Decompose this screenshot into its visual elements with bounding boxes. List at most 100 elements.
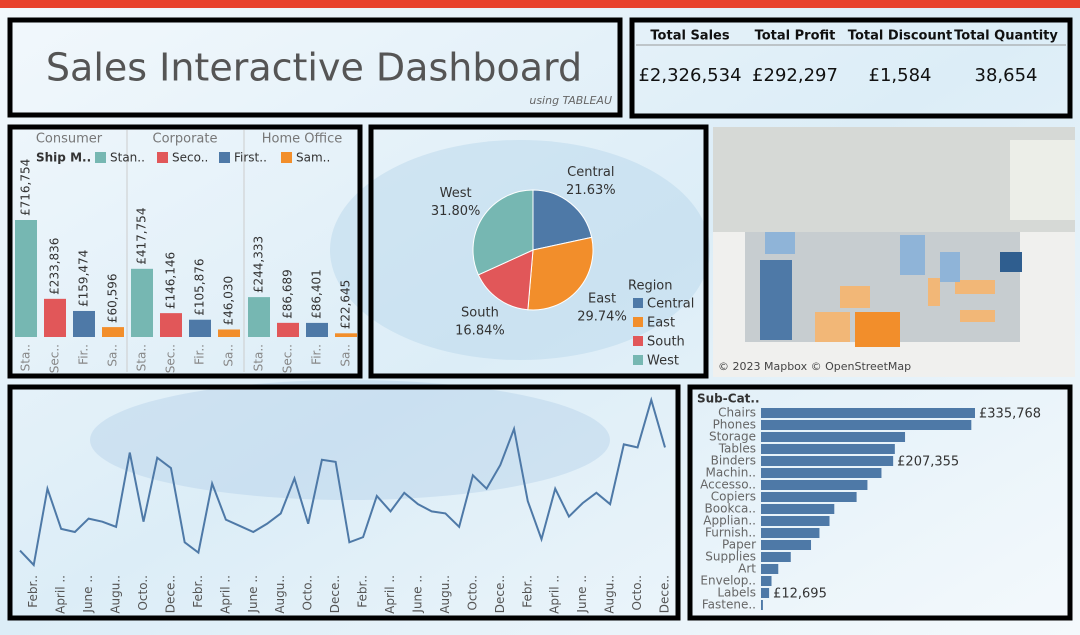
pie-slice bbox=[472, 189, 534, 276]
bar-category-label: Sa.. bbox=[339, 344, 353, 367]
region bbox=[955, 280, 995, 294]
legend-swatch bbox=[281, 152, 292, 163]
kpi-value: £1,584 bbox=[869, 65, 932, 86]
hbar-panel bbox=[687, 384, 1073, 621]
legend-label: East bbox=[647, 316, 675, 331]
x-tick-label: June .. bbox=[246, 575, 260, 614]
x-tick-label: Febr.. bbox=[191, 575, 205, 608]
bar-category-label: Sec.. bbox=[281, 344, 295, 373]
y-tick-label: Chairs bbox=[718, 406, 756, 420]
pie-slice bbox=[527, 236, 594, 311]
line-series bbox=[19, 396, 666, 568]
y-tick-label: Bookca.. bbox=[705, 502, 756, 516]
bar-value-label: £60,596 bbox=[106, 273, 120, 323]
legend-label: Seco.. bbox=[172, 151, 208, 165]
bar bbox=[44, 298, 66, 337]
x-tick-label: Augu.. bbox=[109, 575, 123, 614]
legend-label: West bbox=[647, 354, 679, 369]
y-tick-label: Furnish.. bbox=[705, 526, 756, 540]
title-panel bbox=[7, 17, 623, 118]
bar bbox=[761, 432, 906, 442]
region bbox=[1000, 252, 1022, 272]
pie-category-label: South bbox=[461, 305, 499, 320]
bar bbox=[248, 297, 270, 337]
bar bbox=[761, 600, 763, 610]
y-tick-label: Binders bbox=[711, 454, 756, 468]
bar-value-label: £105,876 bbox=[193, 258, 207, 315]
legend-title: Region bbox=[628, 279, 673, 294]
decor bbox=[90, 380, 610, 500]
pie-slice bbox=[477, 249, 534, 311]
legend-swatch bbox=[633, 336, 643, 346]
bar-category-label: Sta.. bbox=[19, 344, 33, 371]
bar bbox=[15, 220, 37, 337]
bar-value-label: £86,401 bbox=[310, 269, 324, 319]
bar bbox=[761, 468, 882, 478]
kpi-label: Total Profit bbox=[755, 29, 836, 44]
bar-value-label: £22,645 bbox=[339, 280, 353, 330]
x-tick-label: Febr.. bbox=[520, 575, 534, 608]
x-tick-label: Dece.. bbox=[163, 575, 177, 613]
pie-value-label: 21.63% bbox=[566, 183, 616, 198]
bar bbox=[761, 552, 791, 562]
map-attribution: © 2023 Mapbox © OpenStreetMap bbox=[718, 360, 911, 373]
bar bbox=[189, 319, 211, 337]
legend-swatch bbox=[95, 152, 106, 163]
legend-swatch bbox=[219, 152, 230, 163]
region bbox=[840, 286, 870, 308]
y-tick-label: Art bbox=[738, 562, 756, 576]
y-tick-label: Machin.. bbox=[706, 466, 756, 480]
bar-value-label: £86,689 bbox=[281, 269, 295, 319]
region bbox=[928, 278, 940, 306]
bar-value-label: £46,030 bbox=[222, 276, 236, 326]
x-tick-label: April .. bbox=[218, 575, 232, 614]
bar-category-label: Fir.. bbox=[77, 344, 91, 365]
x-tick-label: Octo.. bbox=[136, 575, 150, 611]
axis-title: Sub-Cat.. bbox=[697, 392, 760, 406]
legend-swatch bbox=[157, 152, 168, 163]
bar bbox=[761, 408, 975, 418]
pie-category-label: West bbox=[440, 186, 472, 201]
bar bbox=[761, 576, 772, 586]
kpi-label: Total Discount bbox=[848, 29, 952, 44]
y-tick-label: Copiers bbox=[711, 490, 756, 504]
bar bbox=[761, 588, 770, 598]
y-tick-label: Storage bbox=[709, 430, 756, 444]
x-tick-label: Augu.. bbox=[603, 575, 617, 614]
pie-category-label: Central bbox=[567, 165, 614, 180]
pie-panel bbox=[368, 124, 709, 379]
subtitle: using TABLEAU bbox=[529, 94, 612, 107]
bar-value-label: £335,768 bbox=[979, 407, 1041, 422]
bar-value-label: £716,754 bbox=[19, 159, 33, 216]
y-tick-label: Accesso.. bbox=[700, 478, 756, 492]
bar bbox=[131, 268, 153, 337]
legend-label: Stan.. bbox=[110, 151, 145, 165]
bar-category-label: Fir.. bbox=[193, 344, 207, 365]
x-tick-label: Augu.. bbox=[273, 575, 287, 614]
bar bbox=[306, 322, 328, 337]
water bbox=[1010, 140, 1075, 220]
y-tick-label: Supplies bbox=[705, 550, 756, 564]
dashboard-title: Sales Interactive Dashboard bbox=[46, 46, 582, 90]
bar bbox=[761, 480, 868, 490]
kpi-value: £2,326,534 bbox=[638, 65, 741, 86]
bar-category-label: Sec.. bbox=[164, 344, 178, 373]
segment-label: Home Office bbox=[262, 132, 342, 147]
kpi-label: Total Quantity bbox=[954, 29, 1058, 44]
y-tick-label: Applian.. bbox=[703, 514, 756, 528]
bar-value-label: £12,695 bbox=[773, 587, 827, 602]
bar bbox=[761, 456, 894, 466]
bar bbox=[218, 329, 240, 337]
x-tick-label: April .. bbox=[54, 575, 68, 614]
bar-value-label: £207,355 bbox=[897, 455, 959, 470]
kpi-panel bbox=[629, 17, 1073, 119]
legend-label: First.. bbox=[234, 151, 267, 165]
y-tick-label: Envelop.. bbox=[700, 574, 756, 588]
x-tick-label: April .. bbox=[548, 575, 562, 614]
map: © 2023 Mapbox © OpenStreetMap bbox=[713, 127, 1075, 377]
x-tick-label: Dece.. bbox=[658, 575, 672, 613]
bar-panel bbox=[7, 124, 363, 379]
x-tick-label: Dece.. bbox=[328, 575, 342, 613]
legend-label: Central bbox=[647, 297, 694, 312]
bar-value-label: £417,754 bbox=[135, 208, 149, 265]
